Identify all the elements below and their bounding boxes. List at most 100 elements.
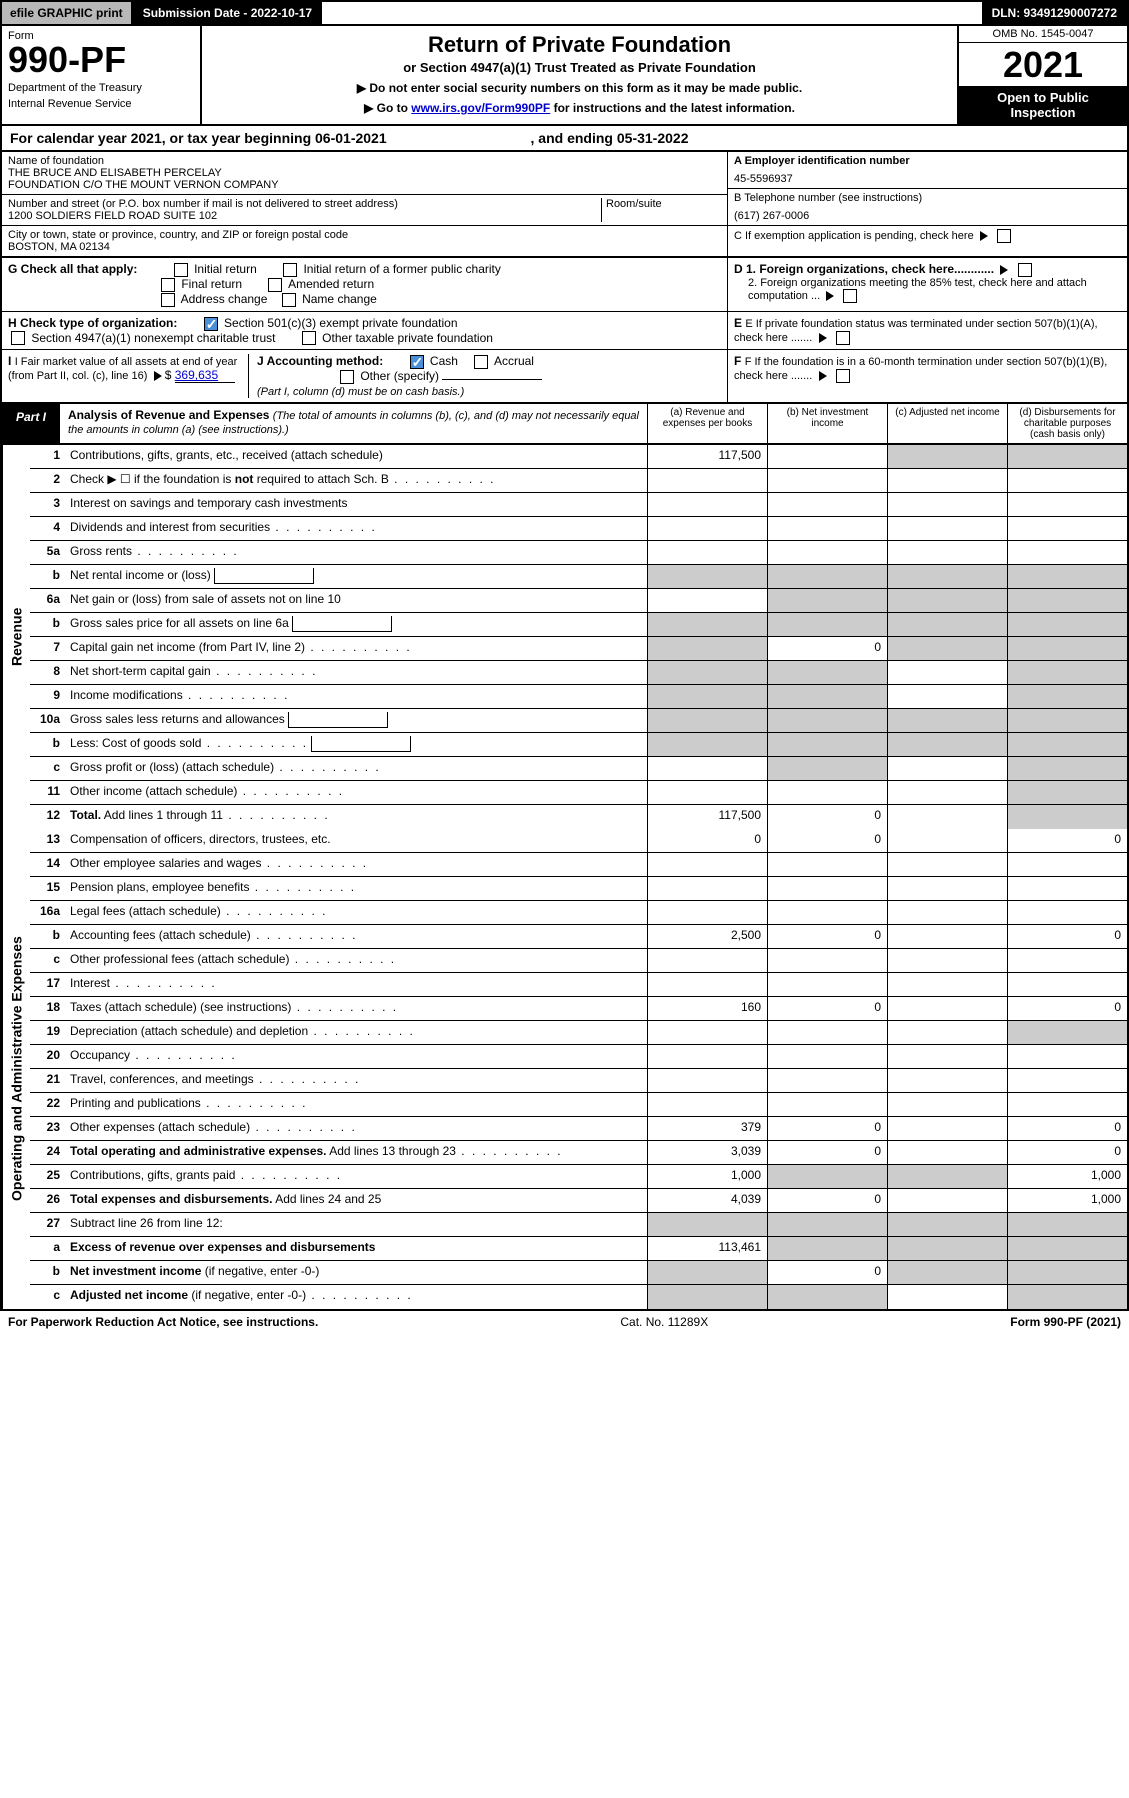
j-label: J Accounting method: — [257, 354, 383, 368]
submission-date: Submission Date - 2022-10-17 — [133, 2, 322, 24]
foundation-name-1: THE BRUCE AND ELISABETH PERCELAY — [8, 167, 721, 179]
cell-col-a — [647, 709, 767, 732]
cell-col-d — [1007, 805, 1127, 829]
revenue-side-label: Revenue — [2, 445, 30, 829]
e-label: E If private foundation status was termi… — [734, 318, 1098, 344]
table-row: cGross profit or (loss) (attach schedule… — [30, 757, 1127, 781]
h-4947-checkbox[interactable] — [11, 331, 25, 345]
cell-col-c — [887, 949, 1007, 972]
cell-col-b — [767, 877, 887, 900]
cell-col-b — [767, 541, 887, 564]
line-description: Excess of revenue over expenses and disb… — [66, 1237, 647, 1260]
g-final-return[interactable] — [161, 278, 175, 292]
line-description: Capital gain net income (from Part IV, l… — [66, 637, 647, 660]
line-description: Occupancy — [66, 1045, 647, 1068]
line-description: Net investment income (if negative, ente… — [66, 1261, 647, 1284]
form-number: 990-PF — [8, 42, 194, 78]
cell-col-a — [647, 877, 767, 900]
expenses-side-label: Operating and Administrative Expenses — [2, 829, 30, 1309]
section-h-e: H Check type of organization: Section 50… — [0, 312, 1129, 351]
cell-col-d: 0 — [1007, 1141, 1127, 1164]
cell-col-d: 1,000 — [1007, 1189, 1127, 1212]
table-row: 9Income modifications — [30, 685, 1127, 709]
cell-col-b — [767, 613, 887, 636]
line-description: Net gain or (loss) from sale of assets n… — [66, 589, 647, 612]
foundation-name-2: FOUNDATION C/O THE MOUNT VERNON COMPANY — [8, 179, 721, 191]
cell-col-c — [887, 853, 1007, 876]
arrow-icon — [819, 371, 827, 381]
j-cash-checkbox[interactable] — [410, 355, 424, 369]
phone-value: (617) 267-0006 — [734, 210, 1121, 222]
cell-col-b — [767, 1285, 887, 1309]
cell-col-a — [647, 1045, 767, 1068]
table-row: 25Contributions, gifts, grants paid1,000… — [30, 1165, 1127, 1189]
g-name-change[interactable] — [282, 293, 296, 307]
line-description: Total operating and administrative expen… — [66, 1141, 647, 1164]
table-row: 10aGross sales less returns and allowanc… — [30, 709, 1127, 733]
cell-col-d — [1007, 613, 1127, 636]
line-number: 10a — [30, 709, 66, 732]
j-other-checkbox[interactable] — [340, 370, 354, 384]
line-number: 27 — [30, 1213, 66, 1236]
part1-table: Revenue 1Contributions, gifts, grants, e… — [0, 445, 1129, 1311]
line-number: 25 — [30, 1165, 66, 1188]
table-row: 16aLegal fees (attach schedule) — [30, 901, 1127, 925]
c-label: C If exemption application is pending, c… — [734, 230, 974, 242]
instr-1: ▶ Do not enter social security numbers o… — [208, 81, 951, 95]
irs-link[interactable]: www.irs.gov/Form990PF — [411, 101, 550, 115]
h-501c3-checkbox[interactable] — [204, 317, 218, 331]
cell-col-c — [887, 469, 1007, 492]
h-other-checkbox[interactable] — [302, 331, 316, 345]
cell-col-d — [1007, 1069, 1127, 1092]
table-row: 1Contributions, gifts, grants, etc., rec… — [30, 445, 1127, 469]
form-title: Return of Private Foundation — [208, 32, 951, 58]
line-description: Gross sales less returns and allowances — [66, 709, 647, 732]
line-description: Net short-term capital gain — [66, 661, 647, 684]
cell-col-c — [887, 1285, 1007, 1309]
line-number: 4 — [30, 517, 66, 540]
line-description: Adjusted net income (if negative, enter … — [66, 1285, 647, 1309]
cell-col-d: 1,000 — [1007, 1165, 1127, 1188]
cell-col-a — [647, 541, 767, 564]
line-description: Dividends and interest from securities — [66, 517, 647, 540]
cell-col-d — [1007, 877, 1127, 900]
form-subtitle: or Section 4947(a)(1) Trust Treated as P… — [208, 60, 951, 75]
line-description: Accounting fees (attach schedule) — [66, 925, 647, 948]
line-number: c — [30, 949, 66, 972]
line-description: Net rental income or (loss) — [66, 565, 647, 588]
d2-checkbox[interactable] — [843, 289, 857, 303]
line-description: Gross sales price for all assets on line… — [66, 613, 647, 636]
line-description: Printing and publications — [66, 1093, 647, 1116]
room-label: Room/suite — [601, 198, 721, 222]
d1-checkbox[interactable] — [1018, 263, 1032, 277]
col-d-header: (d) Disbursements for charitable purpose… — [1007, 404, 1127, 443]
line-description: Other income (attach schedule) — [66, 781, 647, 804]
cell-col-b: 0 — [767, 925, 887, 948]
cell-col-a — [647, 1285, 767, 1309]
line-description: Other professional fees (attach schedule… — [66, 949, 647, 972]
phone-label: B Telephone number (see instructions) — [734, 192, 1121, 204]
g-initial-former[interactable] — [283, 263, 297, 277]
cell-col-a: 117,500 — [647, 805, 767, 829]
f-checkbox[interactable] — [836, 369, 850, 383]
cell-col-a — [647, 733, 767, 756]
cell-col-d — [1007, 1213, 1127, 1236]
cell-col-a: 379 — [647, 1117, 767, 1140]
j-accrual-checkbox[interactable] — [474, 355, 488, 369]
table-row: bNet rental income or (loss) — [30, 565, 1127, 589]
g-amended[interactable] — [268, 278, 282, 292]
c-checkbox[interactable] — [997, 229, 1011, 243]
line-number: 23 — [30, 1117, 66, 1140]
g-initial-return[interactable] — [174, 263, 188, 277]
e-checkbox[interactable] — [836, 331, 850, 345]
efile-label[interactable]: efile GRAPHIC print — [2, 2, 133, 24]
cell-col-d — [1007, 493, 1127, 516]
line-description: Interest — [66, 973, 647, 996]
cell-col-a: 4,039 — [647, 1189, 767, 1212]
table-row: aExcess of revenue over expenses and dis… — [30, 1237, 1127, 1261]
cell-col-c — [887, 1237, 1007, 1260]
fmv-value[interactable]: 369,635 — [175, 368, 235, 383]
line-number: 15 — [30, 877, 66, 900]
cell-col-d — [1007, 661, 1127, 684]
g-address-change[interactable] — [161, 293, 175, 307]
